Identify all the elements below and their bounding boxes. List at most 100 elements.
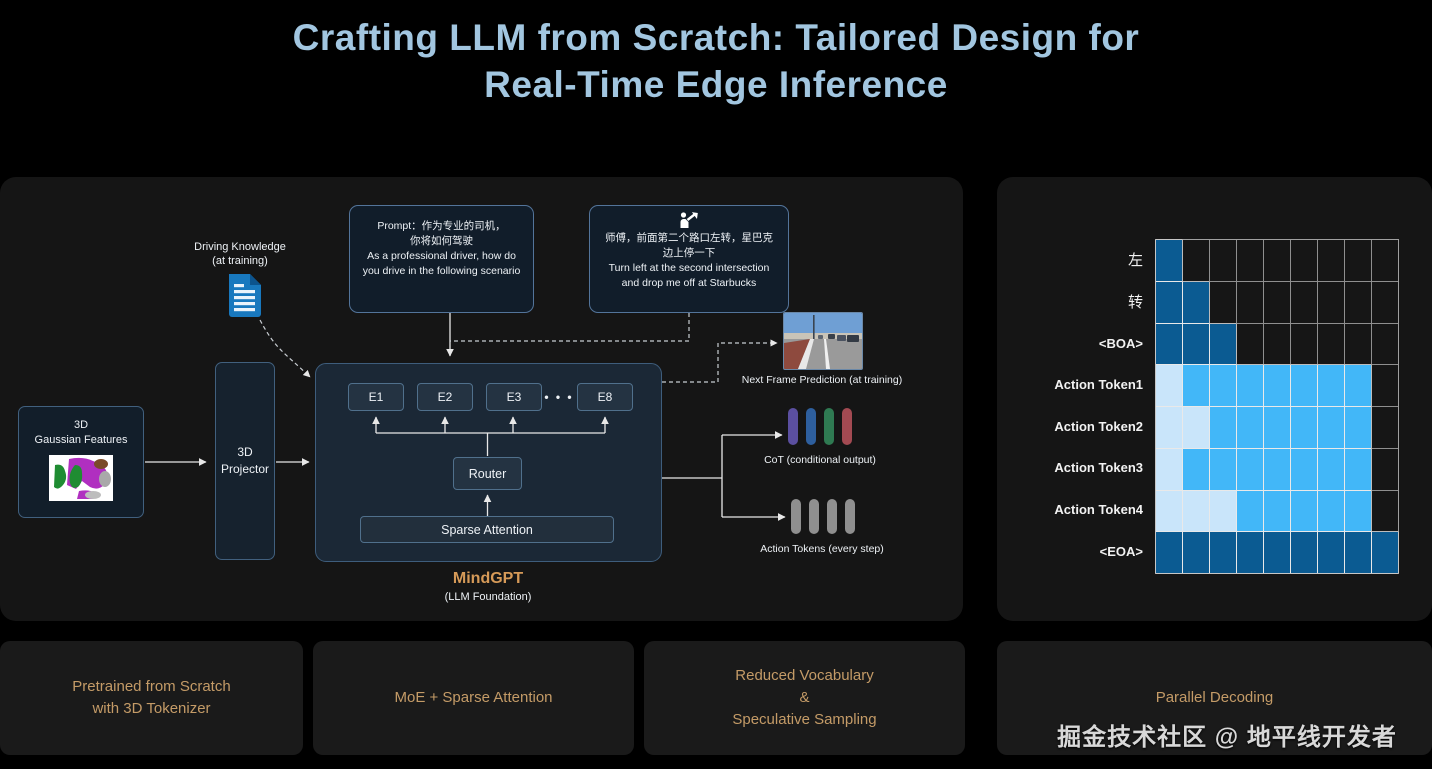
feature-box-line: MoE + Sparse Attention bbox=[394, 689, 553, 706]
attention-cell bbox=[1237, 240, 1263, 281]
prompt-line1: Prompt：作为专业的司机， bbox=[377, 220, 506, 232]
expert-e1-box: E1 bbox=[348, 383, 404, 411]
sparse-attention-box: Sparse Attention bbox=[360, 516, 614, 543]
attention-row-label: 转 bbox=[1127, 293, 1143, 311]
feature-box-parallel: Parallel Decoding bbox=[997, 641, 1432, 755]
attention-grid bbox=[1155, 239, 1399, 574]
mindgpt-sublabel: (LLM Foundation) bbox=[444, 591, 532, 603]
feature-box-line: Parallel Decoding bbox=[1155, 689, 1274, 706]
attention-cell bbox=[1345, 365, 1371, 406]
attention-cell bbox=[1183, 323, 1209, 365]
token-bar bbox=[824, 408, 834, 445]
street-scene-image bbox=[784, 313, 862, 369]
voice-command-box: 师傅，前面第二个路口左转，星巴克 边上停一下 Turn left at the … bbox=[589, 205, 789, 313]
attention-cell bbox=[1345, 448, 1371, 490]
attention-cell bbox=[1345, 490, 1371, 532]
driving-knowledge-line1: Driving Knowledge bbox=[194, 241, 286, 253]
action-token-bars bbox=[791, 499, 855, 534]
slide-title-line1: Crafting LLM from Scratch: Tailored Desi… bbox=[292, 17, 1140, 58]
attention-cell bbox=[1156, 532, 1182, 573]
attention-cell bbox=[1372, 365, 1398, 406]
token-bar bbox=[806, 408, 816, 445]
slide-title: Crafting LLM from Scratch: Tailored Desi… bbox=[0, 14, 1432, 108]
next-frame-label: Next Frame Prediction (at training) bbox=[741, 374, 903, 386]
attention-cell bbox=[1318, 240, 1344, 281]
watermark: 掘金技术社区 @ 地平线开发者 bbox=[1057, 724, 1397, 751]
attention-cell bbox=[1156, 448, 1182, 490]
projector-line1: 3D bbox=[237, 445, 253, 459]
router-box: Router bbox=[453, 457, 522, 490]
mindgpt-label: MindGPT bbox=[452, 570, 524, 587]
attention-cell bbox=[1237, 407, 1263, 448]
attention-cell bbox=[1210, 240, 1236, 281]
feature-box-line: & bbox=[799, 689, 810, 706]
attention-cell bbox=[1318, 532, 1344, 573]
attention-cell bbox=[1372, 490, 1398, 532]
attention-cell bbox=[1318, 407, 1344, 448]
attention-cell bbox=[1183, 281, 1209, 323]
attention-cell bbox=[1210, 281, 1236, 323]
attention-cell bbox=[1210, 407, 1236, 448]
attention-cell bbox=[1264, 532, 1290, 573]
attention-cell bbox=[1210, 448, 1236, 490]
experts-ellipsis: • • • bbox=[544, 390, 574, 404]
token-bar bbox=[809, 499, 819, 534]
attention-cell bbox=[1237, 323, 1263, 365]
prompt-box: Prompt：作为专业的司机， 你将如何驾驶 As a professional… bbox=[349, 205, 534, 313]
attention-cell bbox=[1372, 532, 1398, 573]
attention-cell bbox=[1156, 323, 1182, 365]
attention-row-label: <BOA> bbox=[1098, 335, 1143, 351]
token-bar bbox=[845, 499, 855, 534]
attention-cell bbox=[1183, 240, 1209, 281]
attention-cell bbox=[1210, 490, 1236, 532]
dialog-line2: 边上停一下 bbox=[662, 247, 716, 259]
cot-token-bars bbox=[788, 408, 852, 445]
person-voice-arrow-icon bbox=[680, 212, 698, 228]
attention-cell bbox=[1264, 448, 1290, 490]
attention-row-label: 左 bbox=[1127, 252, 1143, 270]
attention-row-label: Action Token1 bbox=[1054, 377, 1143, 393]
attention-cell bbox=[1156, 365, 1182, 406]
attention-cell bbox=[1318, 281, 1344, 323]
token-bar bbox=[827, 499, 837, 534]
attention-cell bbox=[1210, 365, 1236, 406]
gaussian-title-line2: Gaussian Features bbox=[34, 434, 128, 446]
feature-box-line: Speculative Sampling bbox=[732, 711, 877, 728]
attention-cell bbox=[1291, 323, 1317, 365]
next-frame-photo bbox=[783, 312, 863, 370]
attention-cell bbox=[1372, 407, 1398, 448]
expert-e8-box: E8 bbox=[577, 383, 633, 411]
attention-cell bbox=[1291, 407, 1317, 448]
feature-box-line: Pretrained from Scratch bbox=[72, 678, 231, 695]
dialog-line3: Turn left at the second intersection bbox=[608, 262, 770, 274]
attention-cell bbox=[1372, 448, 1398, 490]
attention-cell bbox=[1318, 323, 1344, 365]
driving-knowledge-line2: (at training) bbox=[212, 255, 268, 267]
attention-cell bbox=[1291, 532, 1317, 573]
document-icon bbox=[229, 274, 261, 317]
attention-cell bbox=[1183, 407, 1209, 448]
attention-cell bbox=[1237, 532, 1263, 573]
attention-cell bbox=[1318, 490, 1344, 532]
attention-cell bbox=[1372, 240, 1398, 281]
attention-cell bbox=[1345, 323, 1371, 365]
attention-cell bbox=[1183, 448, 1209, 490]
attention-cell bbox=[1345, 532, 1371, 573]
attention-cell bbox=[1264, 281, 1290, 323]
driving-knowledge-label: Driving Knowledge (at training) bbox=[180, 240, 300, 268]
action-tokens-label: Action Tokens (every step) bbox=[760, 543, 884, 555]
attention-cell bbox=[1183, 365, 1209, 406]
attention-cell bbox=[1318, 365, 1344, 406]
attention-cell bbox=[1372, 281, 1398, 323]
feature-box-line: Reduced Vocabulary bbox=[735, 667, 874, 684]
attention-cell bbox=[1237, 448, 1263, 490]
attention-cell bbox=[1291, 490, 1317, 532]
prompt-line4: you drive in the following scenario bbox=[362, 265, 521, 277]
attention-row-label: Action Token2 bbox=[1054, 418, 1143, 434]
gaussian-features-box: 3D Gaussian Features bbox=[18, 406, 144, 518]
token-bar bbox=[788, 408, 798, 445]
token-bar bbox=[842, 408, 852, 445]
feature-box-pretrained: Pretrained from Scratch with 3D Tokenizer bbox=[0, 641, 303, 755]
attention-cell bbox=[1264, 490, 1290, 532]
attention-cell bbox=[1237, 490, 1263, 532]
